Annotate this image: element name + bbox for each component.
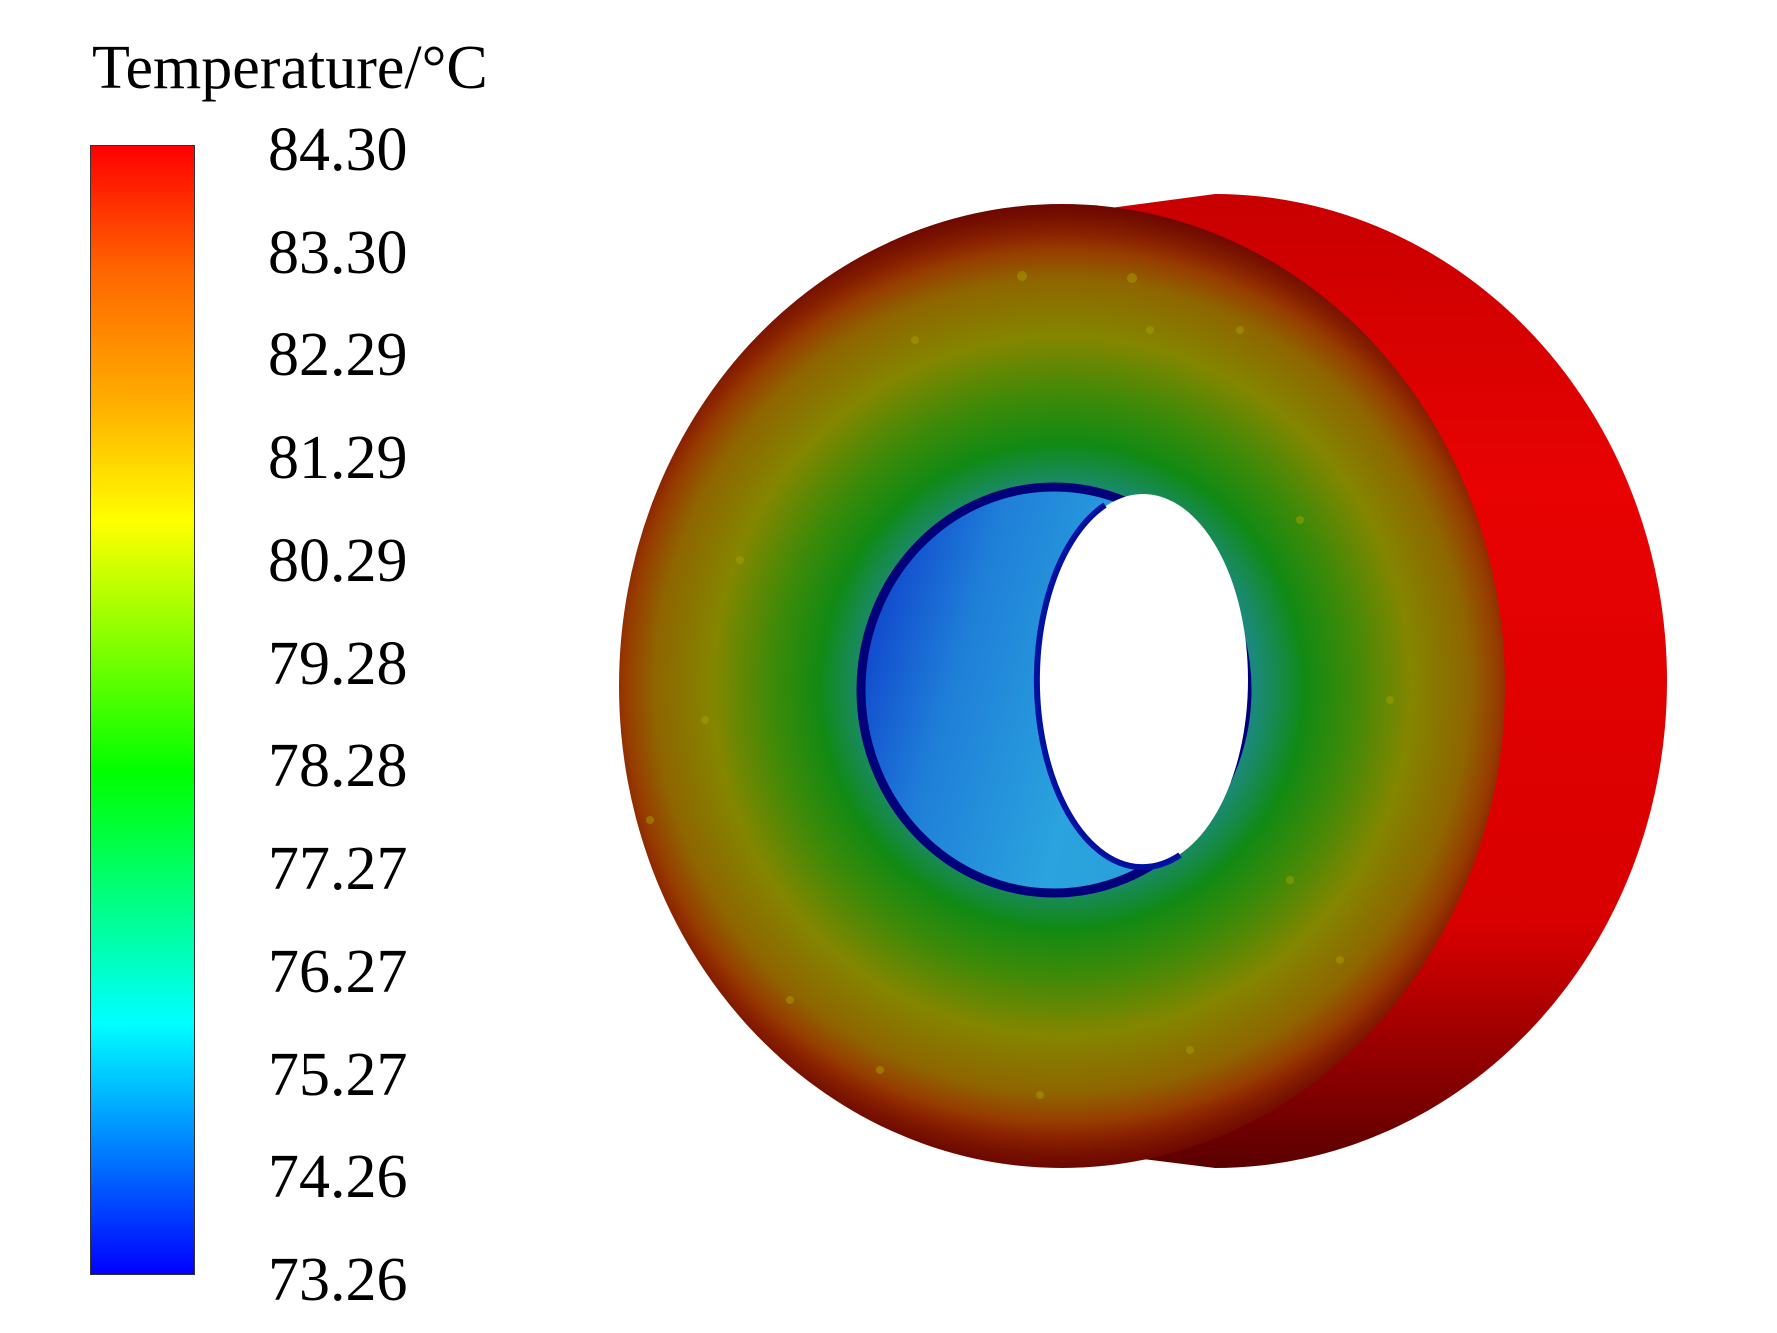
surface-speckles bbox=[646, 271, 1394, 1099]
colorbar-tick-label: 74.26 bbox=[268, 1143, 408, 1212]
colorbar-tick-label: 77.27 bbox=[268, 835, 408, 904]
colorbar-tick-label: 73.26 bbox=[268, 1246, 408, 1314]
colorbar-tick-label: 80.29 bbox=[268, 526, 408, 595]
colorbar-tick-label: 82.29 bbox=[268, 321, 408, 390]
colorbar-tick-label: 81.29 bbox=[268, 424, 408, 493]
bore-opening bbox=[1038, 494, 1248, 866]
colorbar bbox=[90, 145, 195, 1275]
colorbar-tick-label: 75.27 bbox=[268, 1040, 408, 1109]
colorbar-tick-label: 78.28 bbox=[268, 732, 408, 801]
colorbar-tick-label: 83.30 bbox=[268, 218, 408, 287]
legend-title: Temperature/°C bbox=[92, 34, 488, 102]
bore-opening-edge bbox=[1033, 502, 1182, 871]
colorbar-tick-label: 84.30 bbox=[268, 116, 408, 184]
colorbar-tick-label: 76.27 bbox=[268, 937, 408, 1006]
colorbar-tick-label: 79.28 bbox=[268, 629, 408, 698]
